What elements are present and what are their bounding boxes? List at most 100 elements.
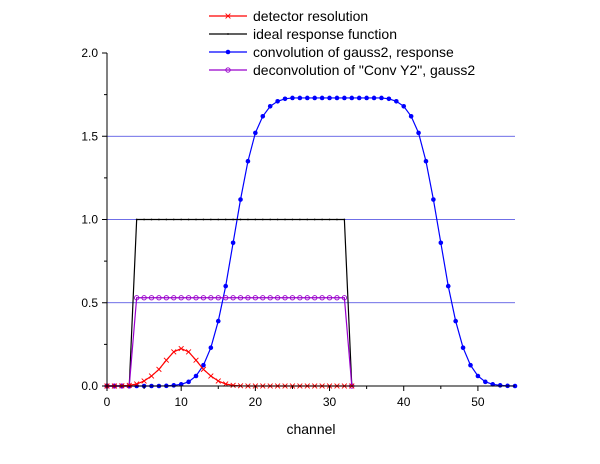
data-point bbox=[416, 130, 421, 136]
data-point bbox=[171, 295, 177, 301]
data-point bbox=[148, 373, 155, 379]
data-point bbox=[431, 197, 436, 202]
data-point bbox=[150, 218, 153, 221]
data-point bbox=[445, 283, 451, 289]
data-point bbox=[253, 130, 258, 136]
legend-marker bbox=[227, 33, 229, 35]
data-point bbox=[172, 218, 175, 221]
legend-label: convolution of gauss2, response bbox=[253, 44, 454, 60]
axes: 0 10 20 30 40 50 0.0 0.5 1.0 1.5 2.0 bbox=[81, 46, 515, 409]
data-point bbox=[135, 218, 138, 221]
data-point bbox=[312, 295, 318, 301]
data-point bbox=[148, 295, 155, 301]
data-point bbox=[185, 349, 192, 355]
data-point bbox=[408, 113, 414, 119]
data-point bbox=[297, 95, 303, 101]
data-point bbox=[217, 218, 220, 221]
series-layer bbox=[104, 95, 518, 389]
data-point bbox=[156, 366, 162, 373]
x-axis-title: channel bbox=[286, 421, 335, 437]
data-point bbox=[394, 98, 399, 104]
data-point bbox=[349, 95, 355, 101]
x-tick-label: 20 bbox=[249, 395, 263, 409]
data-point bbox=[202, 218, 205, 221]
data-point bbox=[171, 349, 177, 355]
data-point bbox=[327, 95, 332, 101]
data-point bbox=[134, 295, 140, 301]
data-point bbox=[291, 218, 294, 221]
data-point bbox=[252, 295, 259, 301]
series-0 bbox=[104, 345, 355, 389]
legend-marker bbox=[225, 67, 231, 73]
data-point bbox=[208, 295, 214, 301]
data-point bbox=[267, 103, 273, 109]
data-point bbox=[460, 345, 466, 351]
legend-marker bbox=[225, 49, 231, 55]
x-marker-stroke bbox=[208, 373, 214, 379]
data-point bbox=[304, 95, 310, 101]
data-point bbox=[245, 158, 251, 164]
data-point bbox=[163, 357, 170, 363]
x-marker-stroke bbox=[141, 378, 147, 384]
x-marker-stroke bbox=[163, 357, 170, 363]
data-point bbox=[386, 96, 392, 102]
data-point bbox=[282, 96, 288, 102]
data-point bbox=[126, 382, 132, 389]
data-point bbox=[193, 295, 199, 301]
x-marker-stroke bbox=[156, 366, 162, 373]
data-point bbox=[193, 373, 199, 379]
data-point bbox=[364, 95, 369, 101]
x-marker-stroke bbox=[148, 373, 155, 379]
x-tick-label: 50 bbox=[471, 395, 485, 409]
data-point bbox=[371, 95, 377, 101]
data-point bbox=[326, 295, 333, 301]
data-point bbox=[163, 295, 169, 301]
x-marker-stroke bbox=[185, 349, 192, 355]
data-point bbox=[356, 95, 362, 101]
data-point bbox=[304, 295, 310, 301]
data-point bbox=[319, 95, 325, 101]
legend: detector resolution ideal response functi… bbox=[209, 8, 475, 78]
data-point bbox=[497, 383, 503, 388]
data-point bbox=[284, 218, 286, 221]
data-point bbox=[468, 362, 473, 368]
legend-marker bbox=[225, 13, 231, 19]
data-point bbox=[254, 218, 257, 221]
data-point bbox=[321, 218, 324, 221]
data-point bbox=[158, 218, 160, 221]
data-point bbox=[215, 318, 221, 324]
data-point bbox=[230, 295, 236, 301]
data-point bbox=[401, 103, 407, 109]
y-tick-label: 0.5 bbox=[81, 296, 98, 310]
data-point bbox=[143, 218, 145, 221]
data-point bbox=[230, 382, 236, 389]
series-3 bbox=[104, 295, 355, 389]
data-point bbox=[261, 218, 264, 221]
data-point bbox=[141, 295, 147, 301]
data-point bbox=[200, 366, 207, 373]
data-point bbox=[276, 218, 279, 221]
data-point bbox=[180, 218, 183, 221]
data-point bbox=[306, 218, 309, 221]
series-line bbox=[107, 297, 353, 387]
data-point bbox=[275, 98, 280, 104]
data-point bbox=[200, 295, 207, 301]
data-point bbox=[260, 295, 266, 301]
series-line bbox=[107, 97, 516, 387]
data-point bbox=[260, 113, 266, 119]
x-marker-stroke bbox=[230, 382, 236, 389]
data-point bbox=[165, 218, 168, 221]
data-point bbox=[187, 218, 190, 221]
data-point bbox=[193, 357, 199, 363]
data-point bbox=[215, 378, 221, 384]
data-point bbox=[186, 379, 191, 385]
data-point bbox=[178, 295, 184, 301]
data-point bbox=[208, 373, 214, 379]
data-point bbox=[290, 95, 295, 101]
y-tick-label: 1.5 bbox=[81, 129, 98, 143]
data-point bbox=[282, 295, 288, 301]
legend-label: ideal response function bbox=[253, 26, 397, 42]
data-point bbox=[237, 295, 244, 301]
data-point bbox=[453, 318, 458, 324]
